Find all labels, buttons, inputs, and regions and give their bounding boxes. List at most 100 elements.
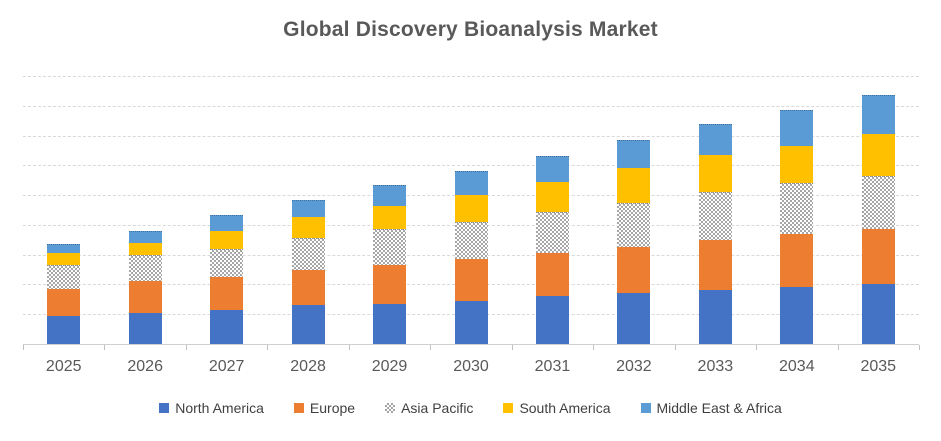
bar-segment-south-america [128,242,162,255]
bar-segment-middle-east-africa [535,156,569,182]
bar-segment-europe [454,259,488,301]
bar-segment-middle-east-africa [454,171,488,196]
bar-segment-south-america [291,217,325,239]
bar-stack-2026 [128,230,162,344]
x-axis-tick [348,345,350,350]
bar-segment-north-america [47,315,81,344]
bar-segment-europe [861,229,895,285]
x-axis-tick [104,345,106,350]
legend-item-europe: Europe [293,400,356,416]
bar-segment-asia-pacific [47,265,81,289]
bar-segment-asia-pacific [373,229,407,266]
x-axis-tick [430,345,432,350]
legend-label: Europe [309,400,356,416]
bar-segment-europe [780,233,814,288]
y-gridline [23,135,919,137]
bar-stack-2031 [535,156,569,344]
x-axis-tick [23,345,24,350]
x-axis-tick [267,345,269,350]
bar-stack-2025 [47,244,81,344]
x-axis-label-2029: 2029 [371,358,408,375]
bar-segment-south-america [698,154,732,193]
x-axis-tick [756,345,758,350]
bar-stack-2032 [617,140,651,344]
x-axis-tick [511,345,513,350]
legend-item-south-america: South America [503,400,611,416]
bar-segment-asia-pacific [291,238,325,270]
bar-segment-asia-pacific [617,202,651,248]
bar-segment-north-america [535,296,569,344]
legend: North America Europe Asia Pacific South Ame… [0,400,941,416]
bar-segment-middle-east-africa [210,214,244,231]
x-axis-label-2030: 2030 [453,358,489,375]
legend-label: Asia Pacific [401,400,474,416]
bar-segment-europe [47,288,81,316]
bar-stack-2034 [780,110,814,344]
bar-segment-europe [698,239,732,291]
bar-stack-2035 [861,95,895,344]
x-axis-tick [919,345,920,350]
bar-segment-europe [128,281,162,313]
legend-swatch-icon [159,403,170,413]
x-axis-tick [593,345,595,350]
bar-segment-south-america [780,146,814,184]
legend-swatch-icon [385,403,396,413]
bar-segment-asia-pacific [780,183,814,234]
legend-label: Middle East & Africa [656,400,782,416]
x-axis-label-2026: 2026 [127,358,163,375]
x-axis-label-2034: 2034 [779,358,815,375]
bar-segment-middle-east-africa [47,244,81,254]
bar-segment-europe [535,253,569,297]
bar-segment-middle-east-africa [291,199,325,218]
bar-segment-middle-east-africa [780,110,814,147]
bar-segment-asia-pacific [128,254,162,282]
bar-segment-south-america [861,134,895,176]
bar-segment-north-america [291,305,325,344]
x-axis-label-2031: 2031 [534,358,571,375]
x-axis-tick [674,345,676,350]
x-axis-label-2028: 2028 [290,358,326,375]
legend-item-asia-pacific: Asia Pacific [385,400,473,416]
y-gridline [23,105,919,107]
bar-segment-asia-pacific [698,192,732,240]
bar-segment-asia-pacific [535,211,569,254]
bar-segment-south-america [617,168,651,203]
bar-segment-asia-pacific [454,221,488,260]
bar-segment-middle-east-africa [373,184,407,206]
bar-segment-south-america [535,181,569,212]
legend-item-middle-east-africa: Middle East & Africa [640,400,782,416]
bar-stack-2027 [210,214,244,344]
bar-stack-2033 [698,123,732,344]
bar-segment-south-america [47,253,81,266]
bar-segment-europe [210,277,244,310]
y-gridline [23,76,919,77]
bar-segment-south-america [373,205,407,230]
bar-segment-middle-east-africa [861,95,895,135]
bar-segment-south-america [210,230,244,249]
bar-segment-middle-east-africa [128,230,162,243]
bar-segment-europe [617,247,651,294]
bar-segment-asia-pacific [210,248,244,278]
legend-swatch-icon [293,403,304,413]
bar-segment-middle-east-africa [617,140,651,169]
bar-stack-2030 [454,171,488,344]
x-axis-tick [185,345,187,350]
x-axis-label-2032: 2032 [616,358,652,375]
x-axis-label-2025: 2025 [45,358,82,375]
bar-stack-2028 [291,199,325,344]
x-axis-label-2035: 2035 [860,358,897,375]
bar-segment-middle-east-africa [698,123,732,155]
plot-area [23,76,919,344]
bar-segment-north-america [454,300,488,344]
legend-swatch-icon [640,403,651,413]
bar-segment-north-america [861,284,895,344]
bar-segment-south-america [454,195,488,222]
bar-segment-north-america [617,293,651,344]
chart-title: Global Discovery Bioanalysis Market [283,18,658,41]
legend-label: North America [175,400,264,416]
bar-segment-europe [373,265,407,304]
x-axis-label-2027: 2027 [208,358,245,375]
bar-segment-north-america [210,309,244,344]
bar-segment-north-america [128,312,162,344]
